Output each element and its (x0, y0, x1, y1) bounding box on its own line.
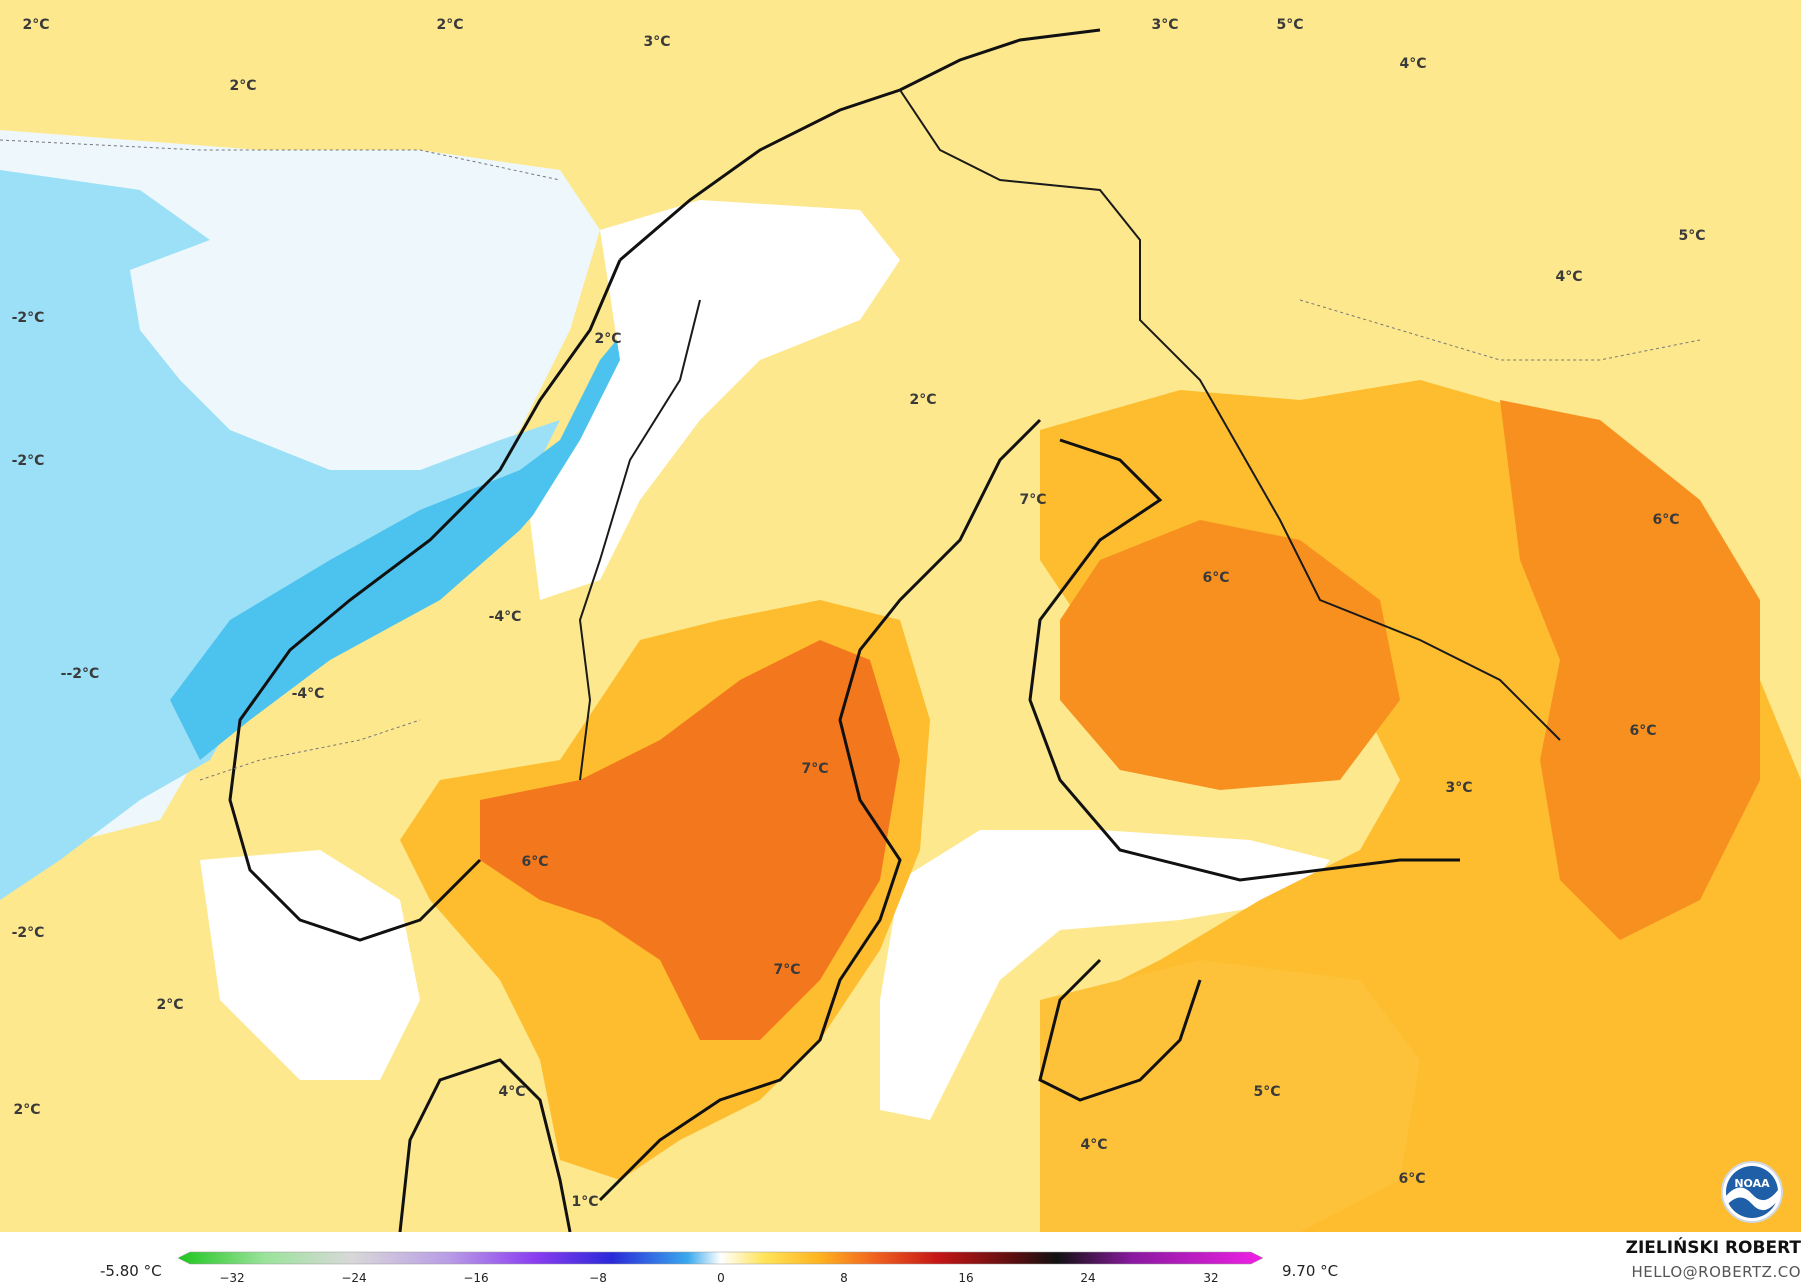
legend-tick: 24 (1080, 1271, 1096, 1285)
legend-tick: 16 (958, 1271, 974, 1285)
author-credit: ZIELIŃSKI ROBERT (1625, 1238, 1801, 1258)
temperature-label: 6°C (1652, 512, 1680, 528)
author-email[interactable]: HELLO@ROBERTZ.CO (1631, 1263, 1801, 1281)
temperature-label: -4°C (488, 609, 522, 625)
temperature-label: 1°C (571, 1194, 599, 1210)
temperature-label: 4°C (1080, 1137, 1108, 1153)
temperature-label: 3°C (643, 34, 671, 50)
temperature-label: -4°C (291, 686, 325, 702)
temperature-label: 6°C (1202, 570, 1230, 586)
temperature-label: 6°C (521, 854, 549, 870)
temperature-label: 5°C (1253, 1084, 1281, 1100)
color-scale-bar (178, 1251, 1263, 1265)
temperature-label: 2°C (156, 997, 184, 1013)
warm-land-baltics (1040, 960, 1420, 1232)
legend-tick: −32 (219, 1271, 245, 1285)
hot-land-sweden (480, 640, 900, 1040)
temperature-label: 4°C (1555, 269, 1583, 285)
legend-max-label: 9.70 °C (1282, 1262, 1339, 1280)
temperature-label: 2°C (229, 78, 257, 94)
temperature-label: 7°C (801, 761, 829, 777)
legend-tick: 32 (1203, 1271, 1219, 1285)
temperature-label: 5°C (1678, 228, 1706, 244)
temperature-label: 6°C (1398, 1171, 1426, 1187)
legend-tick: 8 (840, 1271, 848, 1285)
temperature-label: 2°C (13, 1102, 41, 1118)
temperature-label: -2°C (11, 310, 45, 326)
temperature-label: -2°C (11, 925, 45, 941)
temperature-label: 3°C (1151, 17, 1179, 33)
white-area-south (200, 850, 420, 1080)
legend-tick: −24 (341, 1271, 367, 1285)
temperature-label: 5°C (1276, 17, 1304, 33)
temperature-label: 2°C (909, 392, 937, 408)
legend-min-label: -5.80 °C (100, 1262, 162, 1280)
legend-tick: −8 (589, 1271, 607, 1285)
coastline-baltics (1038, 958, 1202, 1102)
contour-line (0, 139, 1701, 781)
legend-tick: −16 (463, 1271, 489, 1285)
noaa-logo-icon: NOAA (1721, 1161, 1783, 1223)
hot-land-finland (1060, 520, 1400, 790)
coastline-denmark (398, 1058, 572, 1232)
hot-land-east (1500, 400, 1760, 940)
temperature-label: --2°C (60, 666, 100, 682)
temperature-label: 3°C (1445, 780, 1473, 796)
white-area-baltic (880, 830, 1330, 1120)
white-area-north (530, 200, 900, 600)
country-border (578, 89, 1561, 781)
cold-sea-area (0, 170, 560, 900)
temperature-label: 2°C (436, 17, 464, 33)
temperature-map: 2°C 2°C 3°C 2°C 3°C 5°C 4°C 5°C 4°C -2°C… (0, 0, 1801, 1232)
coastline-sweden (598, 418, 1042, 1202)
temperature-label: 2°C (594, 331, 622, 347)
map-layer (0, 28, 1801, 1232)
temperature-label: 4°C (1399, 56, 1427, 72)
temperature-label: 4°C (498, 1084, 526, 1100)
coldest-sea-area (170, 230, 740, 760)
temperature-label: -2°C (11, 453, 45, 469)
coastline-norway (228, 28, 1101, 942)
noaa-logo-text: NOAA (1734, 1177, 1770, 1190)
coastline-finland (1028, 438, 1460, 882)
legend-tick: 0 (717, 1271, 725, 1285)
temperature-label: 2°C (22, 17, 50, 33)
temperature-label: 7°C (1019, 492, 1047, 508)
temperature-label: 6°C (1629, 723, 1657, 739)
temperature-label: 7°C (773, 962, 801, 978)
